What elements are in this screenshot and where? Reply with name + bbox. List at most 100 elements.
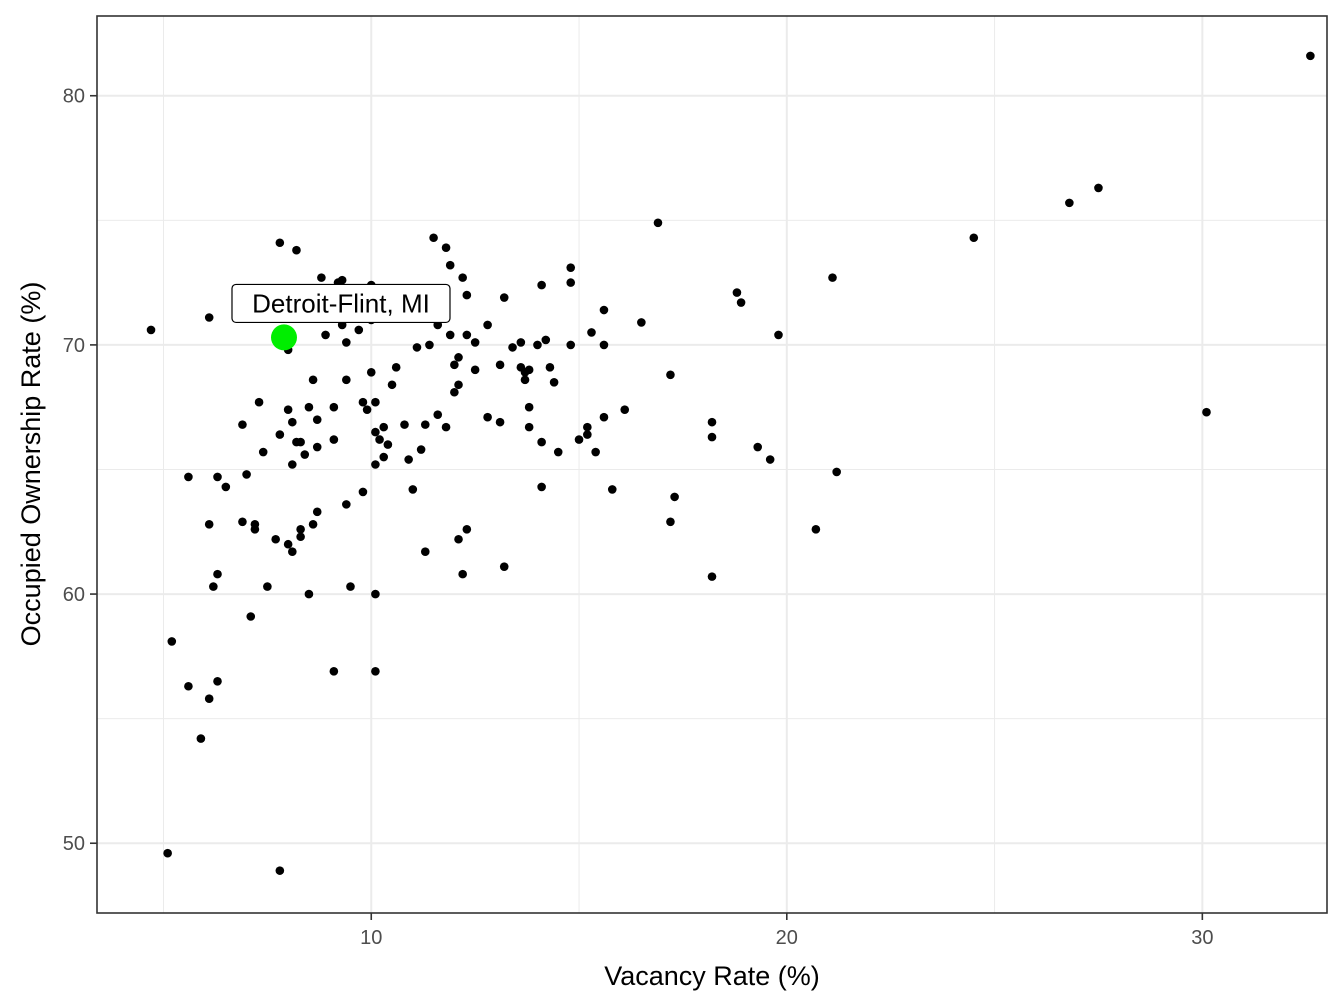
data-point xyxy=(811,524,821,534)
data-point xyxy=(454,380,463,390)
data-point xyxy=(312,442,322,452)
data-point xyxy=(358,397,368,407)
data-point xyxy=(470,365,480,375)
data-point xyxy=(288,460,297,469)
data-point xyxy=(420,420,430,429)
data-point xyxy=(553,447,563,457)
data-point xyxy=(445,260,455,270)
y-tick-label: 60 xyxy=(63,584,85,606)
data-point xyxy=(146,325,156,335)
data-point xyxy=(537,437,546,447)
data-point xyxy=(342,500,351,509)
data-point xyxy=(495,360,505,370)
data-point xyxy=(204,313,214,322)
data-point xyxy=(666,370,675,380)
data-point xyxy=(371,667,380,676)
data-point xyxy=(371,397,380,407)
data-point xyxy=(549,377,559,387)
data-point xyxy=(566,278,576,287)
data-point xyxy=(329,667,339,676)
data-point xyxy=(499,293,509,302)
data-point xyxy=(404,455,413,464)
data-point xyxy=(213,676,222,686)
highlight-group: Detroit-Flint, MI xyxy=(231,283,451,351)
data-point xyxy=(1202,407,1211,417)
x-axis-title: Vacancy Rate (%) xyxy=(604,961,820,991)
data-point xyxy=(238,420,247,429)
data-point xyxy=(312,507,322,517)
data-point xyxy=(317,273,326,282)
data-point xyxy=(163,848,172,858)
data-point xyxy=(499,562,509,571)
data-point xyxy=(312,415,322,424)
data-point xyxy=(1094,183,1103,193)
data-point xyxy=(184,472,193,482)
data-point xyxy=(167,637,177,646)
data-point xyxy=(412,343,422,352)
data-point xyxy=(545,363,555,372)
data-point xyxy=(450,387,459,397)
data-point xyxy=(304,402,314,412)
data-point xyxy=(516,338,526,347)
data-point xyxy=(308,520,318,529)
data-point xyxy=(379,452,389,462)
data-point xyxy=(574,435,584,444)
data-point xyxy=(483,412,492,422)
data-point xyxy=(462,330,472,340)
data-point xyxy=(391,363,401,372)
data-point xyxy=(246,612,256,621)
minor-gridlines xyxy=(97,16,1327,913)
data-point xyxy=(213,569,222,579)
data-point xyxy=(283,539,293,549)
data-point xyxy=(450,360,459,370)
data-point xyxy=(462,524,472,534)
data-point xyxy=(637,318,646,327)
data-point xyxy=(599,412,609,422)
data-point xyxy=(520,375,530,385)
data-point xyxy=(583,430,592,439)
data-point xyxy=(254,397,264,407)
data-point xyxy=(238,517,247,527)
data-point xyxy=(458,273,467,282)
data-point xyxy=(275,430,285,439)
data-point xyxy=(774,330,783,340)
plot-border xyxy=(96,15,1328,914)
data-point xyxy=(591,447,600,457)
data-point xyxy=(832,467,841,477)
data-point xyxy=(541,335,551,345)
data-point xyxy=(470,338,480,347)
x-tick-label: 30 xyxy=(1191,927,1213,949)
data-point xyxy=(371,460,380,469)
data-point xyxy=(599,305,609,315)
data-point xyxy=(653,218,663,228)
data-point xyxy=(566,263,576,272)
data-point xyxy=(354,325,364,335)
y-tick-label: 70 xyxy=(63,335,85,357)
data-point xyxy=(1306,51,1315,61)
data-point xyxy=(283,405,293,414)
highlight-callout-box xyxy=(231,283,451,324)
data-point xyxy=(454,353,463,362)
data-point xyxy=(288,417,297,427)
data-point xyxy=(400,420,409,429)
data-point xyxy=(209,582,218,591)
data-point xyxy=(524,365,534,375)
data-point xyxy=(321,330,330,340)
data-point xyxy=(204,694,214,704)
data-point xyxy=(495,417,505,427)
data-point xyxy=(204,520,214,529)
data-point xyxy=(213,472,222,482)
data-point xyxy=(462,290,472,300)
data-point xyxy=(753,442,763,452)
data-point xyxy=(263,582,272,591)
data-point xyxy=(329,402,339,412)
data-point xyxy=(533,340,542,350)
data-point xyxy=(342,375,351,385)
data-point xyxy=(342,338,351,347)
data-point xyxy=(196,734,206,743)
data-point xyxy=(1065,198,1074,208)
data-point xyxy=(288,547,297,557)
data-point xyxy=(258,447,268,457)
data-point xyxy=(666,517,675,527)
